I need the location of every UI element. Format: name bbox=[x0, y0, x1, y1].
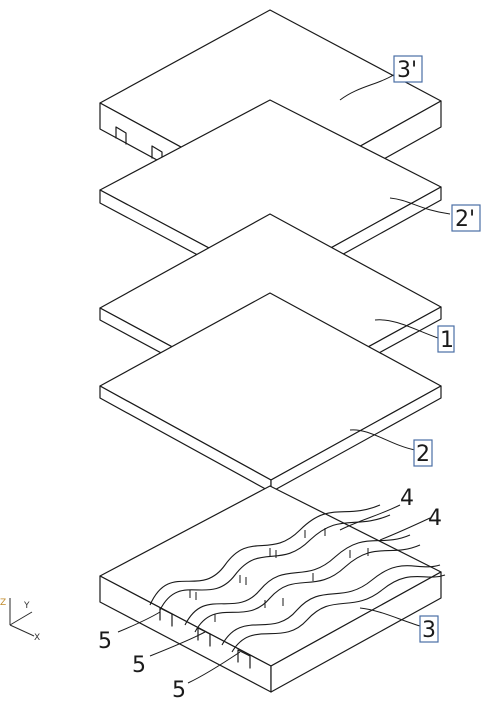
label-2: 2 bbox=[413, 439, 433, 467]
label-5a: 5 bbox=[98, 629, 112, 654]
label-5b: 5 bbox=[132, 653, 146, 678]
axis-x-label: X bbox=[34, 633, 40, 643]
axis-z-label: Z bbox=[0, 598, 6, 608]
svg-text:2: 2 bbox=[416, 442, 430, 467]
label-4b: 4 bbox=[428, 506, 442, 531]
label-3-prime: 3' bbox=[393, 55, 423, 83]
label-1: 1 bbox=[437, 325, 455, 353]
axis-y-label: Y bbox=[23, 601, 30, 611]
label-3: 3 bbox=[419, 615, 439, 643]
leader-lines bbox=[117, 71, 451, 684]
plate-2 bbox=[99, 292, 442, 493]
label-2-prime: 2' bbox=[451, 204, 481, 232]
svg-text:1: 1 bbox=[440, 328, 454, 353]
plate-3 bbox=[99, 485, 442, 693]
label-4a: 4 bbox=[400, 486, 414, 511]
svg-text:3: 3 bbox=[422, 618, 436, 643]
label-5c: 5 bbox=[172, 678, 186, 703]
wavy-channels bbox=[149, 504, 446, 653]
axis-triad: Z Y X bbox=[0, 598, 40, 643]
svg-text:2': 2' bbox=[455, 207, 475, 232]
svg-text:3': 3' bbox=[397, 58, 417, 83]
